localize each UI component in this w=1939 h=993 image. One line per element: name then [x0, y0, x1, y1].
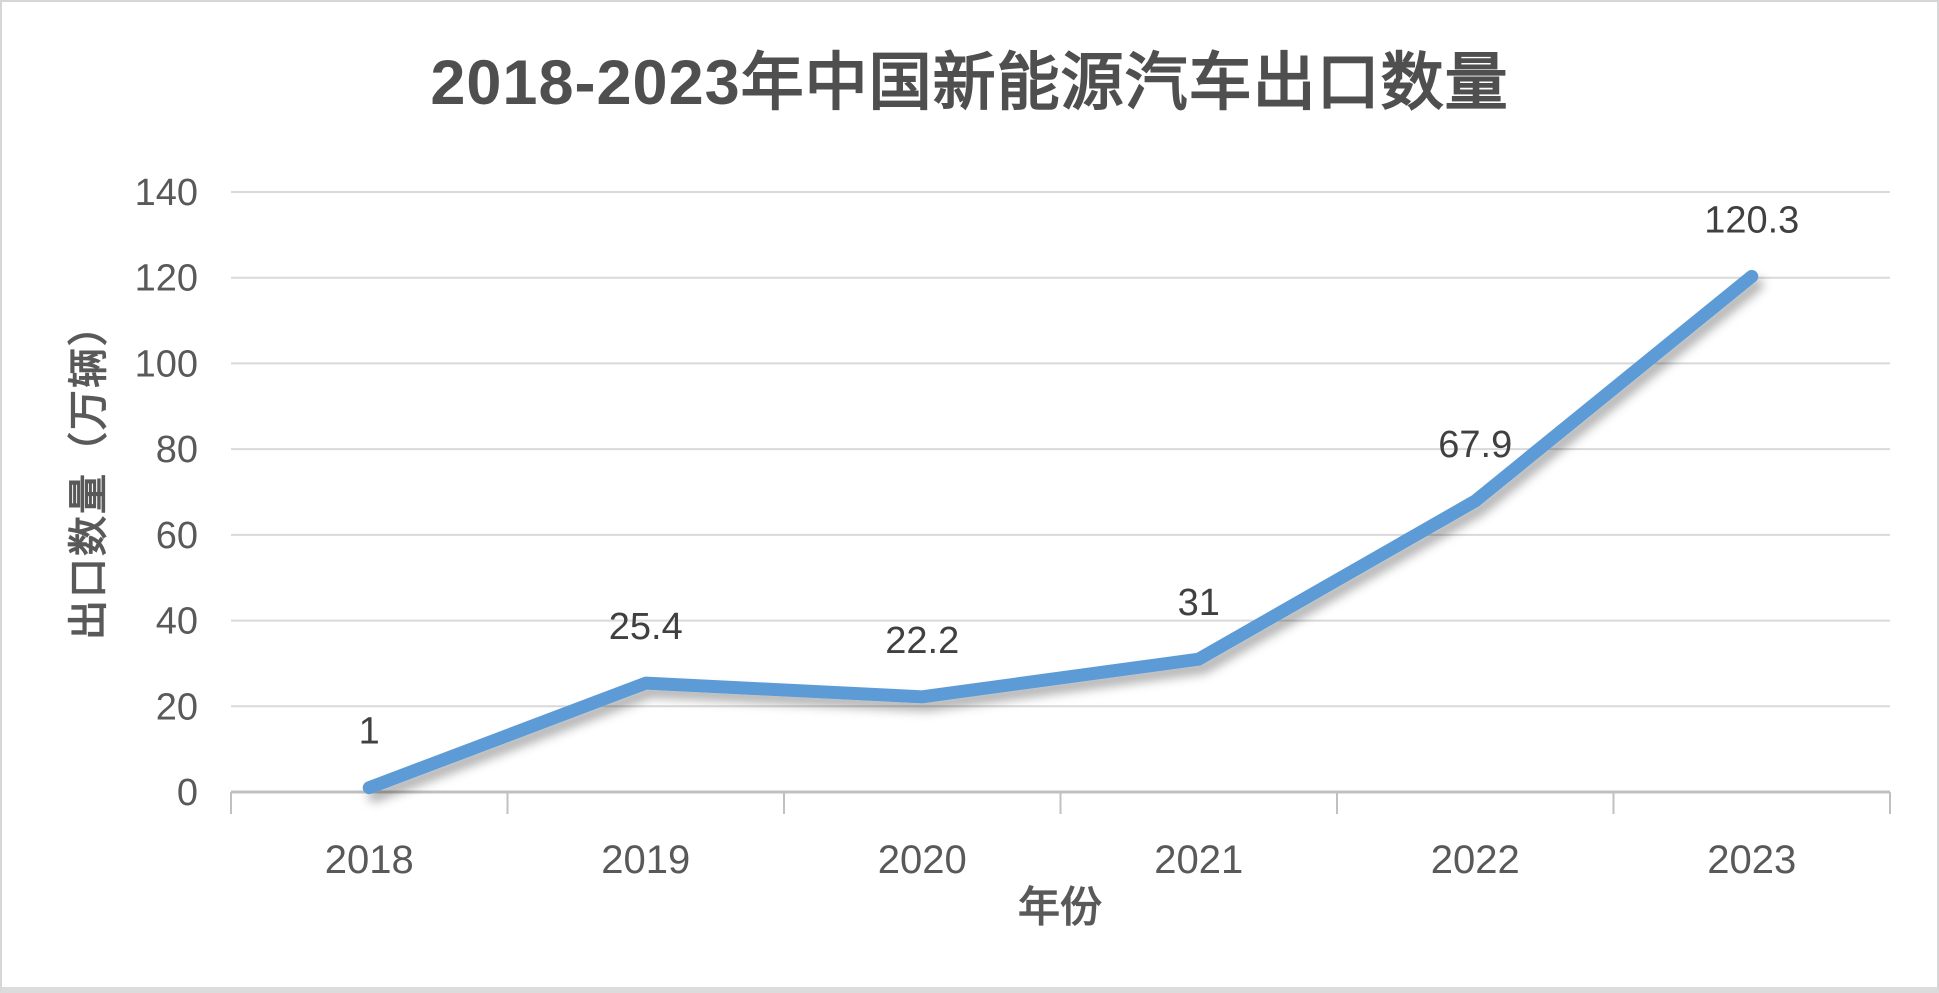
- data-labels: 1 25.4 22.2 31 67.9 120.3: [359, 199, 1800, 752]
- data-label: 31: [1178, 582, 1220, 624]
- y-tick-label: 80: [156, 429, 198, 471]
- data-label: 25.4: [609, 606, 683, 648]
- x-tick-label: 2018: [325, 838, 414, 882]
- data-label: 67.9: [1438, 424, 1512, 466]
- y-tick-label: 0: [177, 772, 198, 814]
- series-line: [362, 269, 1759, 795]
- x-tick-label: 2019: [601, 838, 690, 882]
- gridlines: [231, 191, 1890, 708]
- y-tick-label: 20: [156, 686, 198, 728]
- x-tick-label: 2021: [1154, 838, 1243, 882]
- x-axis-title: 年份: [1017, 883, 1103, 931]
- axes: [230, 790, 1891, 814]
- x-tick-label: 2022: [1431, 838, 1520, 882]
- tick-labels: 0 20 40 60 80 100 120 140 2018 2019 2020 2021 2022 20…: [135, 172, 1797, 882]
- chart-title: 2018-2023年中国新能源汽车出口数量: [430, 48, 1509, 118]
- y-tick-label: 100: [135, 343, 198, 385]
- y-tick-label: 140: [135, 172, 198, 214]
- x-tick-label: 2020: [878, 838, 967, 882]
- data-label: 120.3: [1704, 199, 1799, 241]
- y-tick-label: 120: [135, 258, 198, 300]
- x-tick-label: 2023: [1707, 838, 1796, 882]
- data-label: 1: [359, 711, 380, 753]
- data-label: 22.2: [885, 620, 959, 662]
- y-tick-label: 60: [156, 515, 198, 557]
- y-tick-label: 40: [156, 601, 198, 643]
- series-layer: [362, 269, 1759, 795]
